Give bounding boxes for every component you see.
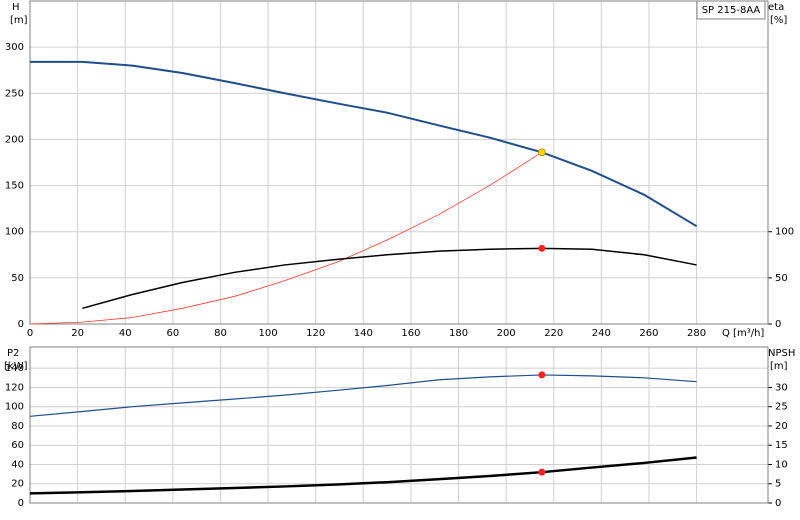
- y2-tick-label: 25: [775, 402, 788, 413]
- y-tick-label: 140: [5, 363, 24, 374]
- curve: [29, 456, 697, 495]
- curve: [30, 60, 698, 228]
- x-tick-label: 80: [214, 328, 227, 339]
- plot-frame: [29, 0, 769, 325]
- y-axis-unit: [m]: [10, 15, 28, 26]
- x-tick-label: 200: [497, 328, 516, 339]
- y-tick-label: 40: [11, 459, 24, 470]
- operating-point: [537, 148, 546, 157]
- plot-area: [30, 1, 768, 324]
- y-tick-label: 100: [5, 227, 24, 238]
- x-tick-label: 100: [259, 328, 278, 339]
- y-tick-label: 100: [5, 402, 24, 413]
- plot-frame: [29, 346, 769, 504]
- y-tick-label: 150: [5, 181, 24, 192]
- y2-tick-label: 50: [775, 273, 788, 284]
- plot-area: [30, 347, 768, 503]
- y-axis-label: P2: [7, 348, 19, 359]
- x-tick-label: 40: [119, 328, 132, 339]
- x-tick-label: 140: [354, 328, 373, 339]
- x-tick-label: 0: [27, 328, 33, 339]
- y2-axis-label: eta: [768, 2, 784, 13]
- title-box: [696, 0, 766, 20]
- x-tick-label: 260: [639, 328, 658, 339]
- y2-tick-label: 0: [775, 498, 781, 509]
- x-tick-label: 120: [306, 328, 325, 339]
- y-axis-unit: [kW]: [4, 361, 28, 372]
- operating-point: [538, 468, 546, 476]
- curve: [29, 152, 543, 325]
- y-axis-label: H: [12, 2, 20, 13]
- operating-point: [538, 371, 546, 379]
- x-tick-label: 180: [449, 328, 468, 339]
- x-tick-label: 220: [544, 328, 563, 339]
- chart-title: SP 215-8AA: [702, 5, 761, 16]
- y-tick-label: 80: [11, 421, 24, 432]
- y-tick-label: 200: [5, 134, 24, 145]
- y-tick-label: 250: [5, 88, 24, 99]
- y-tick-label: 300: [5, 42, 24, 53]
- y-tick-label: 120: [5, 382, 24, 393]
- y2-tick-label: 10: [775, 459, 788, 470]
- x-tick-label: 160: [401, 328, 420, 339]
- x-tick-label: 20: [71, 328, 84, 339]
- y2-axis-unit: [m]: [770, 361, 788, 372]
- y2-tick-label: 5: [775, 479, 781, 490]
- curve: [82, 247, 697, 310]
- x-tick-label: 240: [592, 328, 611, 339]
- operating-point: [538, 244, 546, 252]
- x-axis-label: Q [m³/h]: [722, 328, 764, 339]
- y2-tick-label: 15: [775, 440, 788, 451]
- y-tick-label: 0: [18, 498, 24, 509]
- y2-tick-label: 0: [775, 319, 781, 330]
- curve: [29, 374, 697, 417]
- y-tick-label: 0: [18, 319, 24, 330]
- y2-tick-label: 30: [775, 382, 788, 393]
- y-tick-label: 50: [11, 273, 24, 284]
- y2-tick-label: 100: [775, 227, 794, 238]
- x-tick-label: 60: [166, 328, 179, 339]
- x-tick-label: 280: [687, 328, 706, 339]
- y2-axis-unit: [%]: [770, 15, 787, 26]
- y2-axis-label: NPSH: [768, 348, 795, 359]
- y-tick-label: 60: [11, 440, 24, 451]
- y-tick-label: 20: [11, 479, 24, 490]
- y2-tick-label: 20: [775, 421, 788, 432]
